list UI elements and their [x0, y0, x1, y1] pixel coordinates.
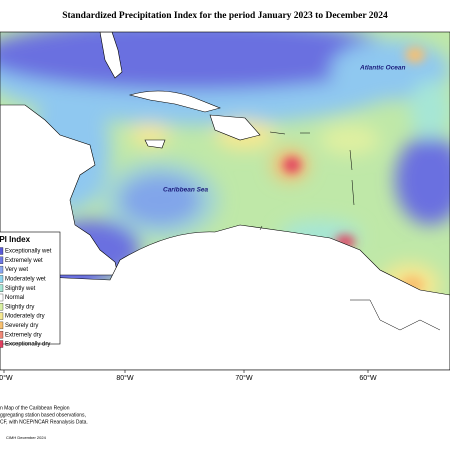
legend-label: Extremely dry — [5, 332, 42, 338]
map — [0, 32, 450, 370]
legend-label: Very wet — [5, 267, 28, 273]
longitude-label: 70°W — [235, 374, 253, 382]
legend-swatch — [0, 256, 4, 264]
footnote-line: n Map of the Caribbean Region — [0, 405, 70, 411]
credit: CIMH December 2024 — [6, 435, 47, 440]
longitude-label: 80°W — [116, 374, 134, 382]
legend-swatch — [0, 247, 4, 255]
ocean-label: Atlantic Ocean — [359, 65, 406, 72]
legend-label: Slightly dry — [5, 304, 34, 310]
legend-swatch — [0, 284, 4, 292]
footnote-line: CF, with NCEP/NCAR Reanalysis Data. — [0, 419, 88, 425]
footnote: n Map of the Caribbean Region ggregating… — [0, 405, 88, 440]
legend: SPI Index Exceptionally wet Extremely wet… — [0, 231, 61, 348]
legend-label: Severely dry — [5, 323, 38, 329]
legend-label: Slightly wet — [5, 286, 36, 292]
legend-swatch — [0, 303, 4, 311]
legend-swatch — [0, 331, 4, 339]
legend-swatch — [0, 312, 4, 320]
legend-label: Extremely wet — [5, 258, 43, 264]
footnote-line: ggregating station based observations, — [0, 412, 86, 418]
longitude-label: 60°W — [359, 374, 377, 382]
legend-label: Exceptionally wet — [5, 249, 52, 255]
legend-label: Moderately wet — [5, 276, 46, 282]
legend-title: SPI Index — [0, 235, 31, 244]
title: Standardized Precipitation Index for the… — [62, 11, 388, 21]
longitude-label: 90°W — [0, 374, 13, 382]
legend-swatch — [0, 340, 4, 348]
legend-swatch — [0, 321, 4, 330]
sea-label: Caribbean Sea — [163, 187, 209, 194]
legend-label: Moderately dry — [5, 314, 45, 320]
legend-swatch — [0, 265, 4, 274]
legend-label: Normal — [5, 295, 24, 301]
legend-label: Exceptionally dry — [5, 342, 50, 348]
longitude-labels: 90°W 80°W 70°W 60°W — [0, 370, 377, 382]
legend-swatch — [0, 275, 4, 283]
legend-swatch — [0, 293, 4, 302]
